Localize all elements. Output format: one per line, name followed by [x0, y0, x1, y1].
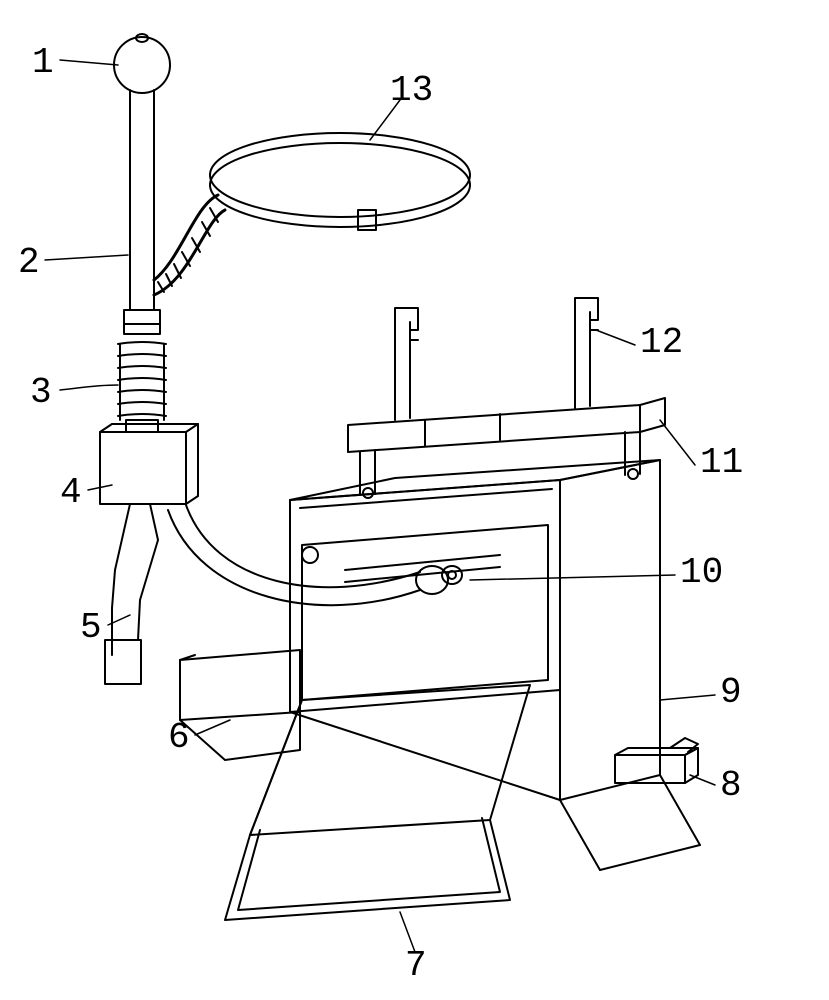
technical-drawing: [0, 0, 829, 1000]
label-3: 3: [30, 372, 52, 413]
label-9: 9: [720, 672, 742, 713]
label-8: 8: [720, 765, 742, 806]
label-12: 12: [640, 322, 683, 363]
part-2-tube: [124, 90, 160, 334]
label-6: 6: [168, 717, 190, 758]
label-2: 2: [18, 242, 40, 283]
label-1: 1: [32, 42, 54, 83]
part-4-box: [100, 424, 198, 504]
part-6-baseplate: [180, 650, 300, 760]
cabinet-door: [250, 685, 530, 835]
part-5-drain: [105, 504, 158, 684]
label-5: 5: [80, 607, 102, 648]
part-7-frame: [225, 775, 700, 920]
part-10-hose: [168, 505, 500, 605]
label-4: 4: [60, 472, 82, 513]
label-10: 10: [680, 552, 723, 593]
part-13-collar: [154, 133, 470, 295]
part-9-cabinet: [290, 460, 660, 800]
part-1-sphere: [114, 37, 170, 93]
label-7: 7: [405, 945, 427, 986]
label-13: 13: [390, 70, 433, 111]
part-3-bellows: [118, 334, 166, 432]
part-12-hooks: [395, 298, 598, 420]
label-11: 11: [700, 442, 743, 483]
leader-lines: [45, 60, 715, 952]
